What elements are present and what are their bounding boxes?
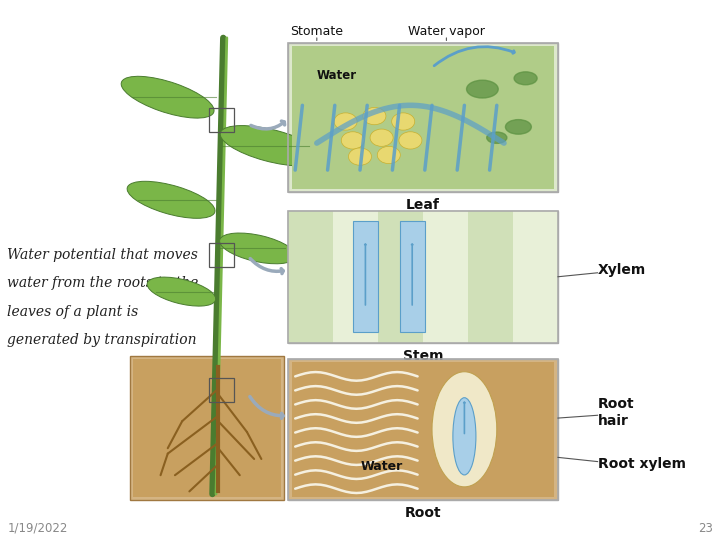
Ellipse shape: [121, 76, 214, 118]
Circle shape: [399, 132, 422, 149]
Text: Water vapor: Water vapor: [408, 25, 485, 38]
Bar: [353, 221, 378, 332]
Bar: [468, 211, 513, 343]
Bar: [378, 211, 423, 343]
Ellipse shape: [220, 233, 296, 264]
Bar: [288, 359, 558, 500]
Circle shape: [348, 148, 372, 165]
Text: Leaf: Leaf: [406, 198, 440, 212]
Text: 1/19/2022: 1/19/2022: [7, 522, 68, 535]
Circle shape: [334, 113, 357, 130]
Text: Water: Water: [361, 460, 402, 472]
Text: leaves of a plant is: leaves of a plant is: [7, 305, 138, 319]
Bar: [133, 359, 281, 497]
Bar: [513, 211, 558, 343]
Text: Xylem: Xylem: [598, 263, 646, 277]
Text: Water: Water: [317, 69, 357, 82]
Text: Root: Root: [405, 506, 441, 520]
Bar: [423, 211, 468, 343]
Ellipse shape: [487, 132, 507, 143]
Bar: [288, 211, 558, 343]
Text: Stomate: Stomate: [290, 25, 343, 38]
Bar: [288, 359, 558, 500]
Text: generated by transpiration: generated by transpiration: [7, 333, 197, 347]
Circle shape: [341, 132, 364, 149]
Bar: [288, 211, 558, 343]
Bar: [130, 356, 284, 500]
Ellipse shape: [453, 397, 476, 475]
Ellipse shape: [432, 372, 497, 487]
Text: Water potential that moves: Water potential that moves: [7, 248, 198, 262]
Bar: [209, 378, 234, 402]
Text: 23: 23: [698, 522, 713, 535]
Ellipse shape: [505, 119, 531, 134]
Circle shape: [363, 107, 386, 125]
Bar: [333, 211, 378, 343]
Circle shape: [370, 129, 393, 146]
Bar: [292, 362, 554, 497]
Bar: [209, 108, 234, 132]
Circle shape: [377, 146, 400, 164]
Ellipse shape: [467, 80, 498, 98]
Text: Root xylem: Root xylem: [598, 457, 685, 471]
Circle shape: [392, 113, 415, 130]
Text: water from the roots to the: water from the roots to the: [7, 276, 199, 291]
Bar: [292, 46, 554, 189]
Ellipse shape: [220, 126, 323, 166]
Text: Stem: Stem: [402, 349, 444, 363]
Bar: [288, 43, 558, 192]
Ellipse shape: [514, 72, 537, 85]
Bar: [209, 243, 234, 267]
Bar: [288, 43, 558, 192]
Bar: [288, 211, 333, 343]
Ellipse shape: [147, 277, 216, 306]
Bar: [400, 221, 425, 332]
Text: Root
hair: Root hair: [598, 397, 634, 428]
Ellipse shape: [127, 181, 215, 218]
